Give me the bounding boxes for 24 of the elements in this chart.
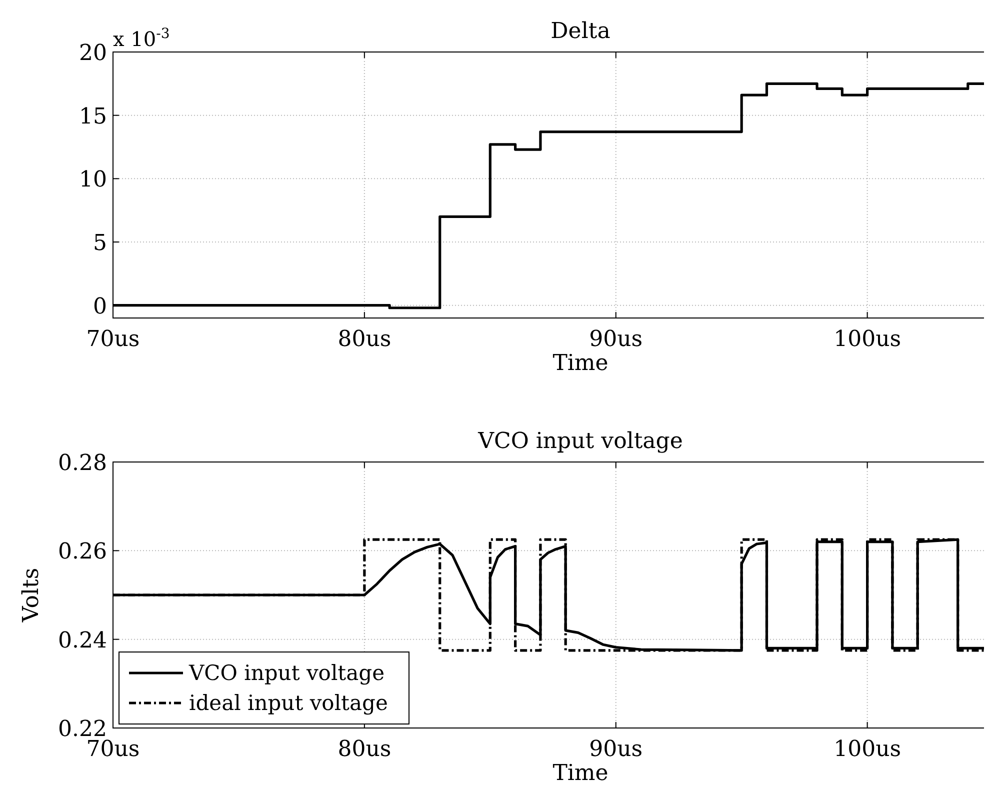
y-axis-title: Volts [19,568,44,624]
y-tick-label: 0 [93,294,107,320]
y-tick-label: 0.28 [58,451,107,476]
x-tick-label: 90us [589,737,643,762]
y-tick-label: 20 [79,41,107,66]
x-tick-label: 70us [86,327,140,352]
y-tick-label: 5 [93,231,107,256]
legend-label: VCO input voltage [188,661,385,685]
legend-label: ideal input voltage [189,691,388,715]
x-tick-label: 70us [86,737,140,762]
y-tick-label: 0.24 [58,628,107,654]
y-tick-label: 10 [79,168,107,193]
chart-title: VCO input voltage [477,429,683,454]
chart-title: Delta [550,19,610,44]
x-axis-title: Time [552,761,608,786]
text: x 10$^{-3}$ [113,26,170,51]
x-axis-title: Time [552,351,608,376]
x-tick-label: 100us [834,737,902,762]
x-tick-label: 100us [834,327,902,352]
x-tick-label: 80us [338,737,392,762]
x-tick-label: 90us [589,327,643,352]
x-tick-label: 80us [338,327,392,352]
y-tick-label: 15 [79,104,107,130]
y-tick-label: 0.26 [58,540,107,565]
